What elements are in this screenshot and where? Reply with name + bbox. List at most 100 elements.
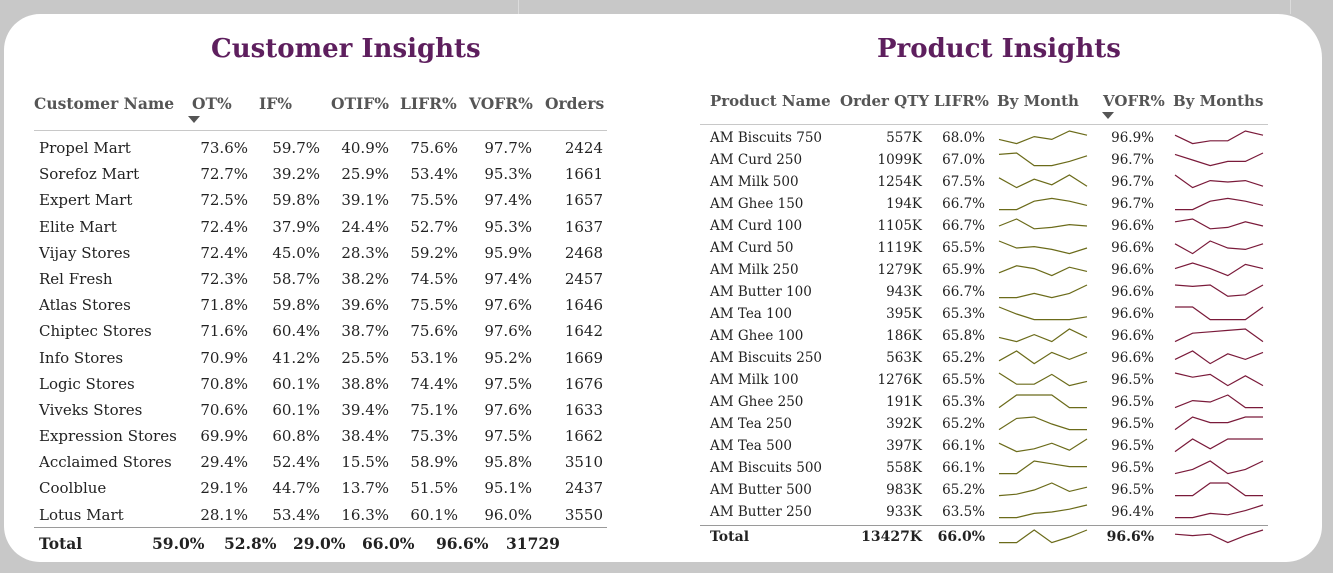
sparkline	[1174, 416, 1263, 431]
table-row[interactable]: Logic Stores 70.8% 60.1% 38.8% 74.4% 97.5% 167…	[34, 370, 607, 396]
column-header-ot[interactable]: OT%	[192, 94, 232, 113]
table-row[interactable]: AM Biscuits 250 563K 65.2% 96.6%	[700, 347, 1268, 369]
table-row[interactable]: Atlas Stores 71.8% 59.8% 39.6% 75.5% 97.6% 164…	[34, 291, 607, 317]
metric-cell: 53.4%	[272, 505, 320, 524]
table-row[interactable]: Coolblue 29.1% 44.7% 13.7% 51.5% 95.1% 2437	[34, 474, 607, 500]
metric-cell: 28.1%	[200, 505, 248, 524]
lifr-cell: 68.0%	[942, 130, 985, 146]
vofr-cell: 96.7%	[1111, 152, 1154, 168]
column-header-vofr[interactable]: VOFR%	[469, 94, 533, 113]
table-row[interactable]: AM Curd 250 1099K 67.0% 96.7%	[700, 149, 1268, 171]
customer-table-body: Propel Mart 73.6% 59.7% 40.9% 75.6% 97.7% 2424…	[34, 131, 607, 527]
table-row[interactable]: AM Butter 100 943K 66.7% 96.6%	[700, 281, 1268, 303]
column-header-otif[interactable]: OTIF%	[331, 94, 390, 113]
column-header-vofr[interactable]: VOFR%	[1103, 92, 1165, 110]
vofr-cell: 96.5%	[1111, 372, 1154, 388]
column-header-product-name[interactable]: Product Name	[710, 92, 831, 110]
order-qty-cell: 1119K	[877, 240, 922, 256]
sparkline-series	[1175, 482, 1263, 497]
table-row[interactable]: AM Tea 500 397K 66.1% 96.5%	[700, 435, 1268, 457]
table-row[interactable]: AM Butter 250 933K 63.5% 96.4%	[700, 501, 1268, 523]
metric-cell: 1642	[564, 322, 603, 341]
table-row[interactable]: Elite Mart 72.4% 37.9% 24.4% 52.7% 95.3% 1637	[34, 213, 607, 239]
column-header-order-qty[interactable]: Order QTY	[840, 92, 930, 110]
table-row[interactable]: AM Curd 100 1105K 66.7% 96.6%	[700, 215, 1268, 237]
table-row[interactable]: Rel Fresh 72.3% 58.7% 38.2% 74.5% 97.4% 2457	[34, 265, 607, 291]
sparkline-series	[1174, 152, 1264, 167]
table-row[interactable]: Acclaimed Stores 29.4% 52.4% 15.5% 58.9% 95.8…	[34, 448, 607, 474]
column-header-lifr[interactable]: LIFR%	[934, 92, 989, 110]
sparkline-series	[999, 529, 1088, 544]
table-row[interactable]: AM Biscuits 750 557K 68.0% 96.9%	[700, 127, 1268, 149]
table-row[interactable]: Lotus Mart 28.1% 53.4% 16.3% 60.1% 96.0% 3550	[34, 501, 607, 527]
metric-cell: 37.9%	[272, 217, 320, 236]
metric-cell: 45.0%	[272, 243, 320, 262]
metric-cell: 1646	[564, 296, 603, 315]
sparkline	[1175, 306, 1264, 321]
table-row[interactable]: AM Milk 250 1279K 65.9% 96.6%	[700, 259, 1268, 281]
table-row[interactable]: AM Curd 50 1119K 65.5% 96.6%	[700, 237, 1268, 259]
table-row[interactable]: Sorefoz Mart 72.7% 39.2% 25.9% 53.4% 95.3% 166…	[34, 160, 607, 186]
customer-name-cell: Propel Mart	[39, 139, 131, 157]
sparkline-series	[1174, 174, 1264, 189]
metric-cell: 60.4%	[272, 322, 320, 341]
table-row[interactable]: AM Butter 500 983K 65.2% 96.5%	[700, 479, 1268, 501]
customer-name-cell: Sorefoz Mart	[39, 165, 140, 184]
column-header-by-month[interactable]: By Month	[997, 92, 1079, 110]
total-value: 52.8%	[224, 533, 277, 553]
table-row[interactable]: Chiptec Stores 71.6% 60.4% 38.7% 75.6% 97.6% 1…	[34, 317, 607, 343]
product-name-cell: AM Curd 50	[710, 240, 794, 256]
sparkline	[1174, 438, 1263, 453]
column-header-customer-name[interactable]: Customer Name	[34, 94, 175, 113]
column-header-if[interactable]: IF%	[259, 94, 292, 113]
product-name-cell: AM Ghee 100	[710, 328, 804, 344]
column-header-by-months[interactable]: By Months	[1173, 92, 1264, 110]
metric-cell: 60.1%	[272, 400, 320, 419]
table-row[interactable]: AM Milk 100 1276K 65.5% 96.5%	[700, 369, 1268, 391]
product-insights-title: Product Insights	[877, 34, 1121, 64]
table-row[interactable]: Viveks Stores 70.6% 60.1% 39.4% 75.1% 97.6% 16…	[34, 396, 607, 422]
sparkline-series	[1174, 350, 1264, 365]
product-name-cell: AM Butter 100	[710, 284, 812, 300]
metric-cell: 72.4%	[200, 217, 248, 236]
metric-cell: 38.2%	[341, 269, 389, 288]
sparkline-series	[998, 482, 1088, 497]
product-table-body: AM Biscuits 750 557K 68.0% 96.9% AM Curd 250…	[700, 125, 1268, 523]
metric-cell: 28.3%	[341, 243, 389, 262]
sparkline-series	[998, 328, 1088, 343]
metric-cell: 41.2%	[272, 348, 320, 367]
column-header-orders[interactable]: Orders	[545, 94, 605, 113]
order-qty-cell: 1099K	[877, 152, 922, 168]
table-row[interactable]: Propel Mart 73.6% 59.7% 40.9% 75.6% 97.7% 2424	[34, 134, 607, 160]
column-header-lifr[interactable]: LIFR%	[400, 94, 457, 113]
table-row[interactable]: AM Tea 100 395K 65.3% 96.6%	[700, 303, 1268, 325]
sort-descending-icon[interactable]	[1102, 112, 1114, 119]
table-row[interactable]: Vijay Stores 72.4% 45.0% 28.3% 59.2% 95.9% 246…	[34, 239, 607, 265]
metric-cell: 15.5%	[341, 453, 389, 472]
vofr-cell: 96.5%	[1111, 394, 1154, 410]
metric-cell: 52.7%	[410, 217, 458, 236]
lifr-cell: 65.2%	[942, 350, 985, 366]
sparkline-series	[1174, 218, 1264, 230]
sort-descending-icon[interactable]	[188, 116, 200, 123]
total-label: Total	[710, 529, 750, 545]
sparkline	[999, 460, 1087, 475]
table-row[interactable]: Expression Stores 69.9% 60.8% 38.4% 75.3% 97.…	[34, 422, 607, 448]
sparkline	[998, 482, 1088, 497]
customer-name-cell: Viveks Stores	[39, 400, 143, 419]
table-row[interactable]: AM Tea 250 392K 65.2% 96.5%	[700, 413, 1268, 435]
metric-cell: 40.9%	[341, 139, 389, 157]
order-qty-cell: 558K	[886, 460, 922, 476]
table-row[interactable]: Expert Mart 72.5% 59.8% 39.1% 75.5% 97.4% 1657	[34, 186, 607, 212]
table-row[interactable]: AM Ghee 100 186K 65.8% 96.6%	[700, 325, 1268, 347]
table-row[interactable]: AM Biscuits 500 558K 66.1% 96.5%	[700, 457, 1268, 479]
table-row[interactable]: AM Ghee 250 191K 65.3% 96.5%	[700, 391, 1268, 413]
table-row[interactable]: AM Milk 500 1254K 67.5% 96.7%	[700, 171, 1268, 193]
table-row[interactable]: AM Ghee 150 194K 66.7% 96.7%	[700, 193, 1268, 215]
metric-cell: 2437	[564, 479, 603, 498]
metric-cell: 95.1%	[484, 479, 532, 498]
metric-cell: 1661	[564, 165, 603, 184]
sparkline-series	[1174, 394, 1263, 409]
metric-cell: 13.7%	[341, 479, 389, 498]
table-row[interactable]: Info Stores 70.9% 41.2% 25.5% 53.1% 95.2% 1669	[34, 344, 607, 370]
